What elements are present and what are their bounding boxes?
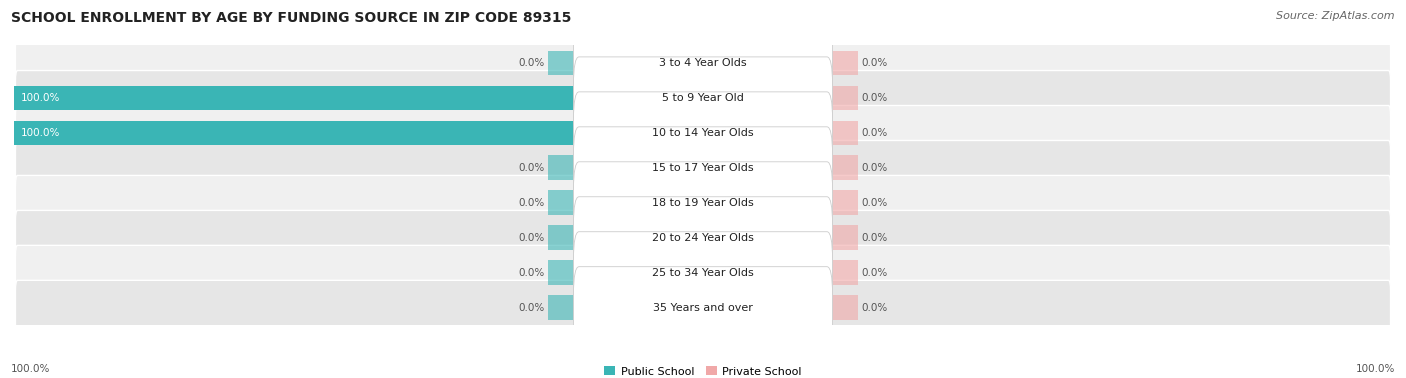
FancyBboxPatch shape <box>15 211 1391 265</box>
Text: 0.0%: 0.0% <box>519 163 544 173</box>
Text: 0.0%: 0.0% <box>862 93 887 103</box>
Bar <box>827 85 858 110</box>
FancyBboxPatch shape <box>574 232 832 313</box>
FancyBboxPatch shape <box>15 280 1391 335</box>
Bar <box>827 51 858 75</box>
Text: 100.0%: 100.0% <box>1355 364 1395 374</box>
Bar <box>827 191 858 215</box>
Text: 100.0%: 100.0% <box>21 93 60 103</box>
Bar <box>827 260 858 285</box>
Text: 0.0%: 0.0% <box>862 128 887 138</box>
Text: 15 to 17 Year Olds: 15 to 17 Year Olds <box>652 163 754 173</box>
Bar <box>827 295 858 320</box>
Text: 0.0%: 0.0% <box>519 268 544 277</box>
Bar <box>548 295 579 320</box>
FancyBboxPatch shape <box>574 162 832 243</box>
FancyBboxPatch shape <box>574 57 832 139</box>
Text: 0.0%: 0.0% <box>519 58 544 68</box>
Bar <box>548 225 579 250</box>
Text: 0.0%: 0.0% <box>862 58 887 68</box>
Bar <box>548 155 579 180</box>
Bar <box>14 121 579 145</box>
Text: 0.0%: 0.0% <box>862 233 887 243</box>
FancyBboxPatch shape <box>574 127 832 209</box>
Text: 0.0%: 0.0% <box>862 198 887 208</box>
Text: 100.0%: 100.0% <box>11 364 51 374</box>
Text: 100.0%: 100.0% <box>21 128 60 138</box>
Text: 0.0%: 0.0% <box>519 198 544 208</box>
FancyBboxPatch shape <box>574 22 832 104</box>
Bar <box>548 191 579 215</box>
FancyBboxPatch shape <box>574 267 832 349</box>
Text: 18 to 19 Year Olds: 18 to 19 Year Olds <box>652 198 754 208</box>
FancyBboxPatch shape <box>574 197 832 279</box>
Text: 0.0%: 0.0% <box>862 268 887 277</box>
Bar <box>14 85 579 110</box>
Bar <box>827 155 858 180</box>
Bar <box>827 121 858 145</box>
Bar <box>548 51 579 75</box>
Text: 0.0%: 0.0% <box>862 163 887 173</box>
FancyBboxPatch shape <box>15 105 1391 160</box>
Text: 0.0%: 0.0% <box>519 303 544 313</box>
FancyBboxPatch shape <box>15 141 1391 195</box>
Text: 20 to 24 Year Olds: 20 to 24 Year Olds <box>652 233 754 243</box>
Text: 0.0%: 0.0% <box>519 233 544 243</box>
FancyBboxPatch shape <box>15 36 1391 90</box>
Bar <box>548 260 579 285</box>
Text: 0.0%: 0.0% <box>862 303 887 313</box>
Text: 25 to 34 Year Olds: 25 to 34 Year Olds <box>652 268 754 277</box>
Bar <box>827 225 858 250</box>
Text: 5 to 9 Year Old: 5 to 9 Year Old <box>662 93 744 103</box>
Legend: Public School, Private School: Public School, Private School <box>600 362 806 378</box>
Text: 3 to 4 Year Olds: 3 to 4 Year Olds <box>659 58 747 68</box>
FancyBboxPatch shape <box>15 71 1391 125</box>
Text: 10 to 14 Year Olds: 10 to 14 Year Olds <box>652 128 754 138</box>
Text: SCHOOL ENROLLMENT BY AGE BY FUNDING SOURCE IN ZIP CODE 89315: SCHOOL ENROLLMENT BY AGE BY FUNDING SOUR… <box>11 11 572 25</box>
FancyBboxPatch shape <box>15 175 1391 230</box>
FancyBboxPatch shape <box>574 92 832 174</box>
Text: Source: ZipAtlas.com: Source: ZipAtlas.com <box>1277 11 1395 21</box>
FancyBboxPatch shape <box>15 245 1391 300</box>
Text: 35 Years and over: 35 Years and over <box>652 303 754 313</box>
